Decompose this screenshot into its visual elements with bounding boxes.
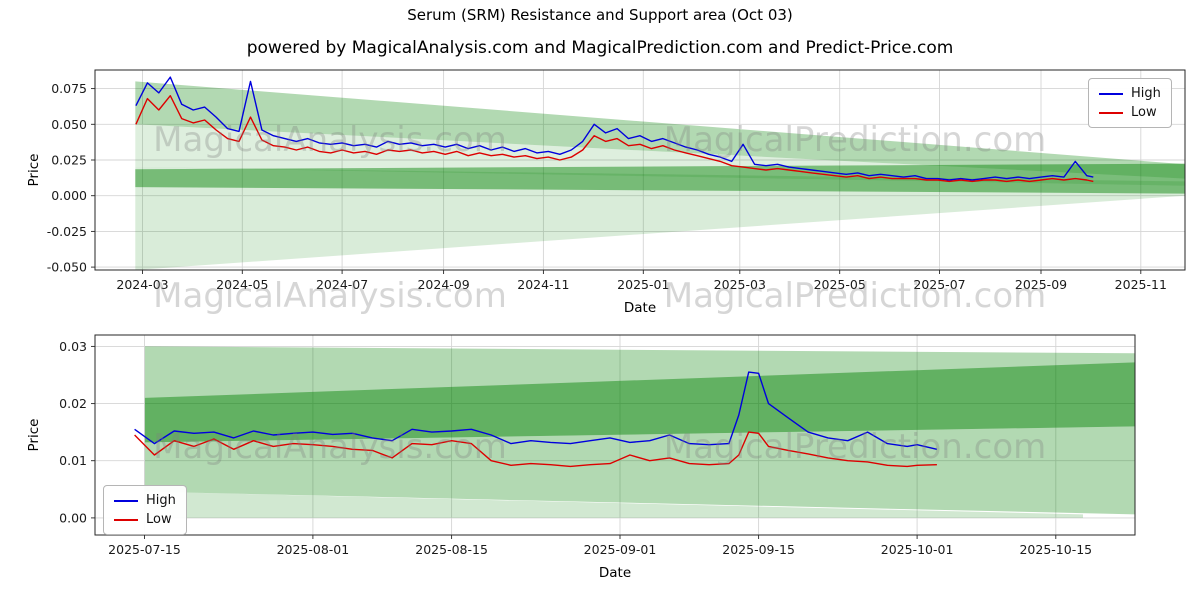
- low-line-swatch: [114, 518, 138, 521]
- series-line-high: [134, 371, 938, 450]
- legend-item-low: Low: [1099, 103, 1161, 122]
- y-tick-label: -0.050: [47, 260, 87, 275]
- series-line-low: [135, 94, 1094, 183]
- x-tick-label: 2025-01: [617, 277, 669, 292]
- y-tick-label: 0.00: [59, 510, 87, 525]
- plot-border: [94, 334, 1136, 536]
- high-line-swatch: [114, 499, 138, 502]
- support-resistance-band: [135, 167, 1185, 270]
- x-tick-label: 2025-09: [1015, 277, 1067, 292]
- legend-top: High Low: [1088, 78, 1172, 128]
- x-axis-label: Date: [599, 565, 631, 581]
- legend-item-high: High: [114, 491, 176, 510]
- support-resistance-band: [144, 426, 1135, 515]
- support-resistance-band: [135, 124, 1185, 186]
- y-tick-label: 0.02: [59, 396, 87, 411]
- legend-label-low: Low: [1131, 105, 1157, 120]
- y-tick-label: -0.025: [47, 224, 87, 239]
- x-tick-label: 2024-11: [517, 277, 569, 292]
- plot-history-resistance-support: 2024-03 2024-05 2024-07 2024-09 2024-11 2025-…: [26, 69, 1186, 316]
- y-axis-label: Price: [26, 419, 42, 452]
- x-tick-label: 2025-08-15: [415, 542, 488, 557]
- x-tick-label: 2025-07-15: [108, 542, 181, 557]
- x-tick-label: 2025-03: [714, 277, 766, 292]
- x-axis-label: Date: [624, 300, 656, 316]
- x-tick-label: 2025-10-15: [1019, 542, 1092, 557]
- x-tick-label: 2025-10-01: [881, 542, 954, 557]
- plot-border: [94, 69, 1186, 271]
- x-tick-label: 2025-11: [1115, 277, 1167, 292]
- plot-recent-resistance-support: 2025-07-15 2025-08-01 2025-08-15 2025-09-01…: [26, 334, 1136, 581]
- x-tick-label: 2024-09: [417, 277, 469, 292]
- x-tick-label: 2025-09-01: [584, 542, 657, 557]
- legend-item-low: Low: [114, 510, 176, 529]
- support-resistance-band: [135, 81, 1185, 179]
- legend-label-high: High: [1131, 86, 1161, 101]
- support-resistance-band: [144, 491, 1083, 518]
- y-tick-label: 0.03: [59, 339, 87, 354]
- chart-subtitle: powered by MagicalAnalysis.com and Magic…: [246, 38, 954, 58]
- series-line-high: [135, 76, 1094, 181]
- x-tick-label: 2025-07: [913, 277, 965, 292]
- low-line-swatch: [1099, 111, 1123, 114]
- high-line-swatch: [1099, 92, 1123, 95]
- x-tick-label: 2025-05: [814, 277, 866, 292]
- series-line-low: [134, 431, 937, 468]
- x-tick-label: 2024-07: [316, 277, 368, 292]
- legend-bottom: High Low: [103, 485, 187, 535]
- x-tick-label: 2025-09-15: [722, 542, 795, 557]
- y-tick-label: 0.01: [59, 453, 87, 468]
- support-resistance-band: [144, 346, 1135, 443]
- legend-item-high: High: [1099, 84, 1161, 103]
- support-resistance-band: [144, 362, 1135, 443]
- x-tick-label: 2025-08-01: [277, 542, 350, 557]
- y-tick-label: 0.025: [51, 153, 87, 168]
- legend-label-high: High: [146, 493, 176, 508]
- support-resistance-band: [135, 163, 1185, 194]
- y-axis-label: Price: [26, 154, 42, 187]
- y-tick-label: 0.075: [51, 81, 87, 96]
- x-tick-label: 2024-03: [116, 277, 168, 292]
- x-tick-label: 2024-05: [216, 277, 268, 292]
- legend-label-low: Low: [146, 512, 172, 527]
- chart-title: Serum (SRM) Resistance and Support area …: [407, 6, 793, 24]
- y-tick-label: 0.050: [51, 117, 87, 132]
- y-tick-label: 0.000: [51, 188, 87, 203]
